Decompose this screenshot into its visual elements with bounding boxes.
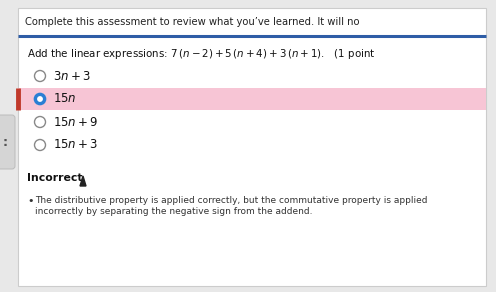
Text: •: • [27, 196, 34, 206]
Circle shape [38, 97, 42, 101]
Circle shape [35, 70, 46, 81]
Circle shape [35, 140, 46, 150]
FancyBboxPatch shape [0, 115, 15, 169]
Circle shape [35, 117, 46, 128]
Polygon shape [80, 176, 86, 186]
Text: $15n$: $15n$ [53, 93, 76, 105]
Text: $15n+9$: $15n+9$ [53, 116, 98, 128]
Text: $3n+3$: $3n+3$ [53, 69, 91, 83]
Text: $15n+3$: $15n+3$ [53, 138, 98, 152]
Text: Add the linear expressions: $7\,(n-2)+5\,(n+4)+3\,(n+1)$.   (1 point: Add the linear expressions: $7\,(n-2)+5\… [27, 47, 375, 61]
Text: Complete this assessment to review what you’ve learned. It will no: Complete this assessment to review what … [25, 17, 360, 27]
Bar [18, 88, 486, 110]
Text: The distributive property is applied correctly, but the commutative property is : The distributive property is applied cor… [35, 196, 428, 205]
Text: Incorrect: Incorrect [27, 173, 82, 183]
Circle shape [35, 93, 46, 105]
Text: incorrectly by separating the negative sign from the addend.: incorrectly by separating the negative s… [35, 207, 312, 216]
Text: :: : [2, 136, 7, 150]
